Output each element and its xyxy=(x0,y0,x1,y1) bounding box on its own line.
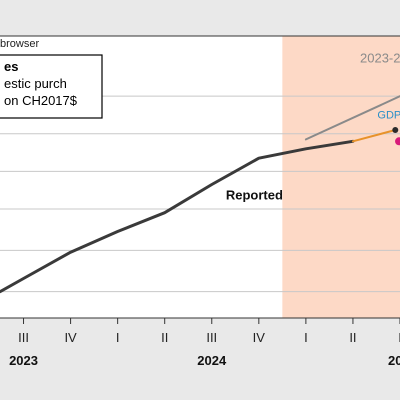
annotation-2023-24: 2023-24 xyxy=(360,50,400,65)
x-tick-label: III xyxy=(206,330,217,345)
legend-frame xyxy=(0,54,103,119)
series-line-2023-24 xyxy=(304,95,400,141)
x-tick-label: I xyxy=(304,330,308,345)
series-line-gdpn xyxy=(351,129,397,143)
x-tick-label: I xyxy=(116,330,120,345)
legend-line-2: estic purch xyxy=(4,76,67,91)
legend-line-1: es xyxy=(4,59,18,74)
legend-line-3: on CH2017$ xyxy=(4,93,78,108)
x-tick-label: IV xyxy=(253,330,266,345)
x-tick-label: I xyxy=(398,330,400,345)
shaded-region xyxy=(282,36,400,318)
x-year-label: 20 xyxy=(388,353,400,368)
data-point-marker xyxy=(395,137,400,146)
annotation-gdpn: GDPN xyxy=(377,110,400,122)
series-line-reported xyxy=(0,139,355,294)
x-tick-label: III xyxy=(18,330,29,345)
data-point-marker xyxy=(392,127,399,133)
x-tick-label: II xyxy=(161,330,168,345)
x-tick-label: II xyxy=(349,330,356,345)
annotation-reported: Reported xyxy=(226,188,283,203)
x-year-label: 2024 xyxy=(197,353,227,368)
legend-box: es estic purch on CH2017$ xyxy=(0,54,103,119)
top-note: browser xyxy=(0,38,39,50)
x-year-label: 2023 xyxy=(9,353,38,368)
x-tick-label: IV xyxy=(64,330,77,345)
